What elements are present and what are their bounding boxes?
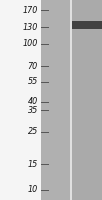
Text: 170: 170 <box>22 6 38 15</box>
Bar <box>72 0 102 200</box>
Bar <box>72 21 102 29</box>
Text: 40: 40 <box>28 97 38 106</box>
Text: 55: 55 <box>28 77 38 86</box>
Text: 35: 35 <box>28 106 38 115</box>
Text: 15: 15 <box>28 160 38 169</box>
Bar <box>41 0 70 200</box>
Bar <box>0 0 41 200</box>
Text: 70: 70 <box>28 62 38 71</box>
Text: 25: 25 <box>28 127 38 136</box>
Text: 130: 130 <box>22 23 38 32</box>
Bar <box>70 0 72 200</box>
Text: 10: 10 <box>28 185 38 194</box>
Text: 100: 100 <box>22 39 38 48</box>
